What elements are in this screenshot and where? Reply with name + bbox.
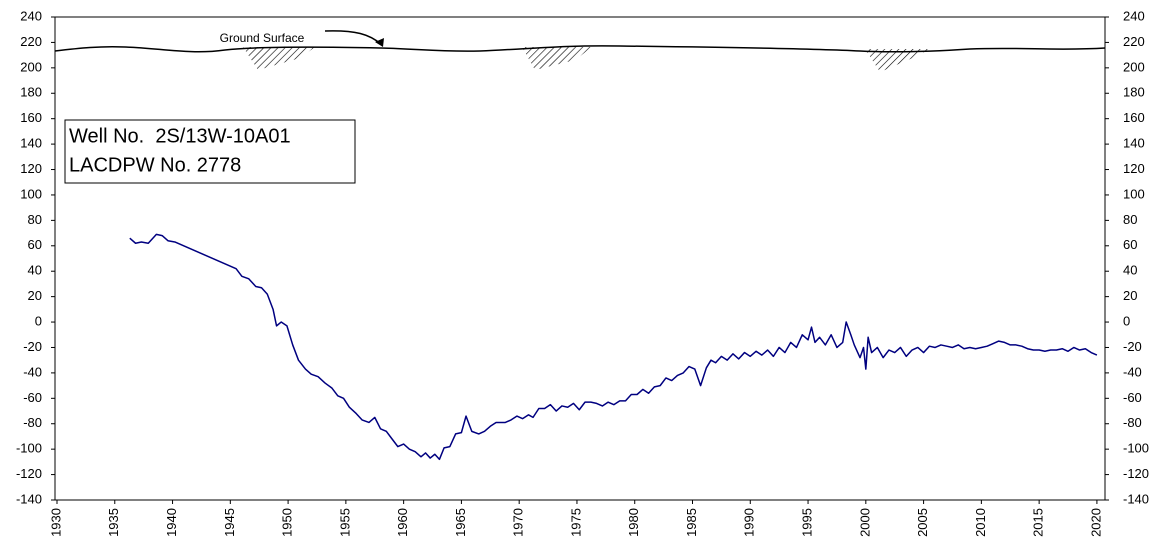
y2-tick-label: 100	[1123, 186, 1145, 201]
y2-tick-label: 180	[1123, 85, 1145, 100]
y-tick-label: 40	[28, 263, 42, 278]
y-tick-label: 100	[20, 186, 42, 201]
x-tick-label: 1935	[106, 508, 121, 537]
x-tick-label: 2015	[1031, 508, 1046, 537]
y-tick-label: 240	[20, 8, 42, 23]
y2-tick-label: 60	[1123, 237, 1137, 252]
x-tick-label: 1980	[626, 508, 641, 537]
x-tick-label: 1970	[511, 508, 526, 537]
y-tick-label: -20	[23, 339, 42, 354]
y2-tick-label: -100	[1123, 441, 1149, 456]
x-tick-label: 2000	[857, 508, 872, 537]
y2-tick-label: 120	[1123, 161, 1145, 176]
well-label: LACDPW No. 2778	[69, 154, 241, 176]
x-tick-label: 1975	[568, 508, 583, 537]
well-label: Well No. 2S/13W-10A01	[69, 125, 291, 147]
y2-tick-label: 80	[1123, 212, 1137, 227]
y-tick-label: -60	[23, 390, 42, 405]
y-tick-label: 20	[28, 288, 42, 303]
x-tick-label: 2020	[1088, 508, 1103, 537]
y2-tick-label: 20	[1123, 288, 1137, 303]
x-tick-label: 1985	[684, 508, 699, 537]
x-tick-label: 1990	[742, 508, 757, 537]
y2-tick-label: -20	[1123, 339, 1142, 354]
y-tick-label: 200	[20, 59, 42, 74]
y-tick-label: 160	[20, 110, 42, 125]
x-tick-label: 1950	[280, 508, 295, 537]
y-tick-label: 0	[35, 313, 42, 328]
y-tick-label: -140	[16, 491, 42, 506]
plot-frame	[54, 16, 1106, 501]
y2-tick-label: -140	[1123, 491, 1149, 506]
y2-tick-label: -120	[1123, 466, 1149, 481]
x-tick-label: 2005	[915, 508, 930, 537]
y-tick-label: 120	[20, 161, 42, 176]
y2-tick-label: 220	[1123, 34, 1145, 49]
y-tick-label: -40	[23, 364, 42, 379]
y-tick-label: 220	[20, 34, 42, 49]
y-tick-label: 60	[28, 237, 42, 252]
x-tick-label: 2010	[973, 508, 988, 537]
well-label-box	[64, 119, 356, 184]
x-tick-label: 1960	[395, 508, 410, 537]
x-tick-label: 1965	[453, 508, 468, 537]
x-tick-label: 1945	[222, 508, 237, 537]
y2-tick-label: 40	[1123, 263, 1137, 278]
data-line	[129, 233, 1098, 461]
x-tick-label: 1930	[48, 508, 63, 537]
x-tick-label: 1995	[799, 508, 814, 537]
y-tick-label: -80	[23, 415, 42, 430]
y2-tick-label: 140	[1123, 136, 1145, 151]
y-tick-label: -120	[16, 466, 42, 481]
x-tick-label: 1955	[337, 508, 352, 537]
y-tick-label: 80	[28, 212, 42, 227]
y-tick-label: 140	[20, 136, 42, 151]
y2-tick-label: 0	[1123, 313, 1130, 328]
ground-surface-label: Ground Surface	[220, 31, 305, 45]
y2-tick-label: 160	[1123, 110, 1145, 125]
y2-tick-label: 240	[1123, 8, 1145, 23]
ground-surface	[54, 30, 1106, 72]
x-tick-label: 1940	[164, 508, 179, 537]
y2-tick-label: 200	[1123, 59, 1145, 74]
y-tick-label: 180	[20, 85, 42, 100]
y-tick-label: -100	[16, 441, 42, 456]
y2-tick-label: -40	[1123, 364, 1142, 379]
y2-tick-label: -60	[1123, 390, 1142, 405]
y2-tick-label: -80	[1123, 415, 1142, 430]
